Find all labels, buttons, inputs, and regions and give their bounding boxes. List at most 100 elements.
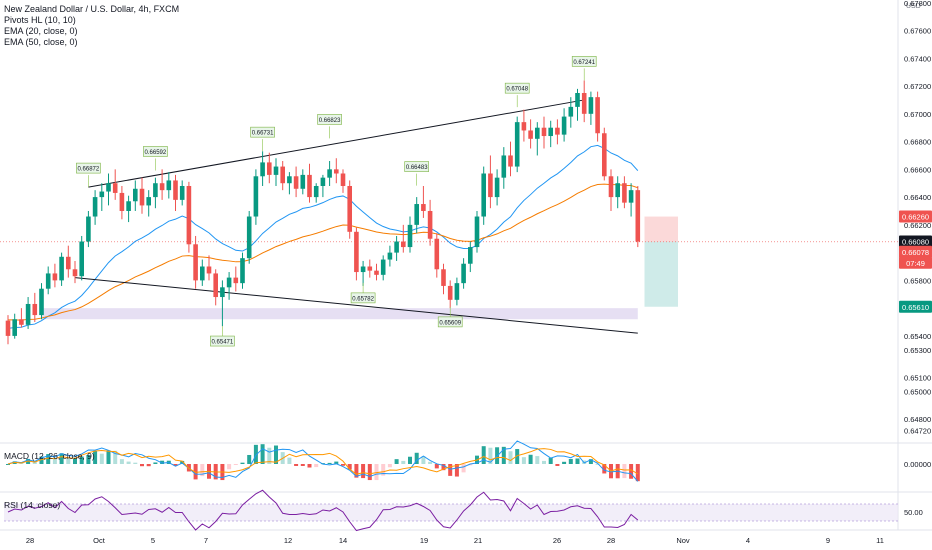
rsi-band (4, 504, 898, 521)
pivot-label-box (250, 126, 275, 138)
symbol-title[interactable]: New Zealand Dollar / U.S. Dollar, 4h, FX… (4, 4, 180, 14)
candle (615, 176, 620, 209)
macd-histogram-bar (66, 458, 71, 464)
macd-histogram-bar (173, 464, 178, 466)
candle (186, 181, 192, 253)
candle-body (246, 216, 252, 259)
candle-body (307, 174, 312, 198)
price-tick: 0.65300 (904, 346, 931, 355)
candle (407, 216, 413, 253)
pivot-label: 0.65471 (212, 340, 234, 346)
pivot-label-box (504, 82, 530, 94)
candle-body (468, 247, 473, 264)
indicator-pivots[interactable]: Pivots HL (10, 10) (4, 15, 76, 25)
price-tick: 0.67200 (904, 82, 931, 91)
candle (501, 147, 507, 189)
candle-body (280, 166, 285, 184)
candle-body (166, 180, 172, 191)
candle-body (407, 224, 413, 248)
candle-body (354, 231, 359, 273)
candle (447, 280, 453, 309)
candle-body (501, 155, 507, 178)
ema50-line (7, 183, 638, 321)
candle-body (273, 166, 279, 175)
price-badge-label: 0.66080 (902, 238, 929, 247)
candle-body (119, 192, 125, 211)
candle (246, 210, 252, 264)
candle (59, 252, 64, 286)
candle-body (153, 183, 158, 198)
candle-body (628, 190, 634, 203)
candle (206, 255, 212, 281)
candle (307, 163, 312, 203)
macd-histogram-bar (622, 464, 627, 479)
candle-body (112, 183, 118, 193)
candle-body (39, 288, 44, 316)
candle (200, 259, 205, 286)
candle-body (622, 183, 627, 203)
candle-body (414, 204, 419, 225)
candle-body (541, 127, 547, 137)
candle (19, 308, 24, 328)
candle (267, 152, 272, 184)
macd-histogram-bar (6, 464, 10, 465)
candle-body (454, 283, 460, 300)
candle-body (320, 177, 326, 186)
candle-body (602, 133, 607, 177)
macd-histogram-bar (461, 464, 466, 473)
pivot-label-box (143, 146, 168, 157)
candle (240, 252, 245, 289)
candle (334, 158, 339, 184)
time-tick: 19 (420, 536, 428, 545)
macd-histogram-bar (515, 449, 520, 464)
price-badge-label: 0.65610 (902, 303, 929, 312)
candle-body (206, 266, 212, 274)
price-badge-label: 0.66078 (902, 248, 929, 257)
candle-body (139, 188, 145, 206)
macd-histogram-bar (481, 446, 486, 464)
candle-body (394, 241, 399, 253)
time-tick: 28 (607, 536, 615, 545)
pivot-label: 0.66823 (319, 118, 341, 124)
candle-body (313, 185, 319, 198)
candle-body (561, 116, 567, 135)
candle (434, 233, 440, 278)
candle-body (461, 263, 466, 284)
macd-histogram-bar (588, 459, 593, 464)
macd-label[interactable]: MACD (12, 26, close, 9) (4, 451, 95, 461)
candle (253, 169, 259, 225)
macd-histogram-bar (233, 464, 238, 465)
macd-histogram-bar (394, 459, 399, 464)
time-tick: 7 (204, 536, 208, 545)
candle-body (401, 241, 406, 248)
candle-body (421, 204, 426, 211)
candle (474, 210, 480, 253)
candle-body (213, 273, 218, 298)
candle-body (5, 320, 11, 336)
macd-line (7, 440, 639, 482)
candle-body (220, 287, 225, 298)
macd-histogram-bar (59, 453, 64, 464)
candle-body (555, 127, 560, 135)
candle-body (494, 177, 500, 198)
candle-body (367, 266, 373, 271)
macd-histogram-bar (408, 456, 412, 464)
candle (561, 108, 567, 142)
candle (52, 263, 58, 288)
candle-body (293, 176, 299, 189)
macd-histogram-bar (448, 464, 453, 476)
candle (146, 190, 151, 217)
macd-histogram-bar (602, 464, 607, 474)
candle (280, 161, 285, 191)
candle (602, 127, 607, 181)
rsi-label[interactable]: RSI (14, close) (4, 500, 61, 510)
macd-histogram-bar (535, 456, 540, 464)
candle (461, 258, 466, 289)
indicator-ema50[interactable]: EMA (50, close, 0) (4, 37, 78, 47)
candle (441, 263, 446, 295)
candle-body (588, 97, 594, 114)
candle (548, 120, 553, 148)
indicator-ema20[interactable]: EMA (20, close, 0) (4, 26, 78, 36)
price-tick: 0.66800 (904, 138, 931, 147)
